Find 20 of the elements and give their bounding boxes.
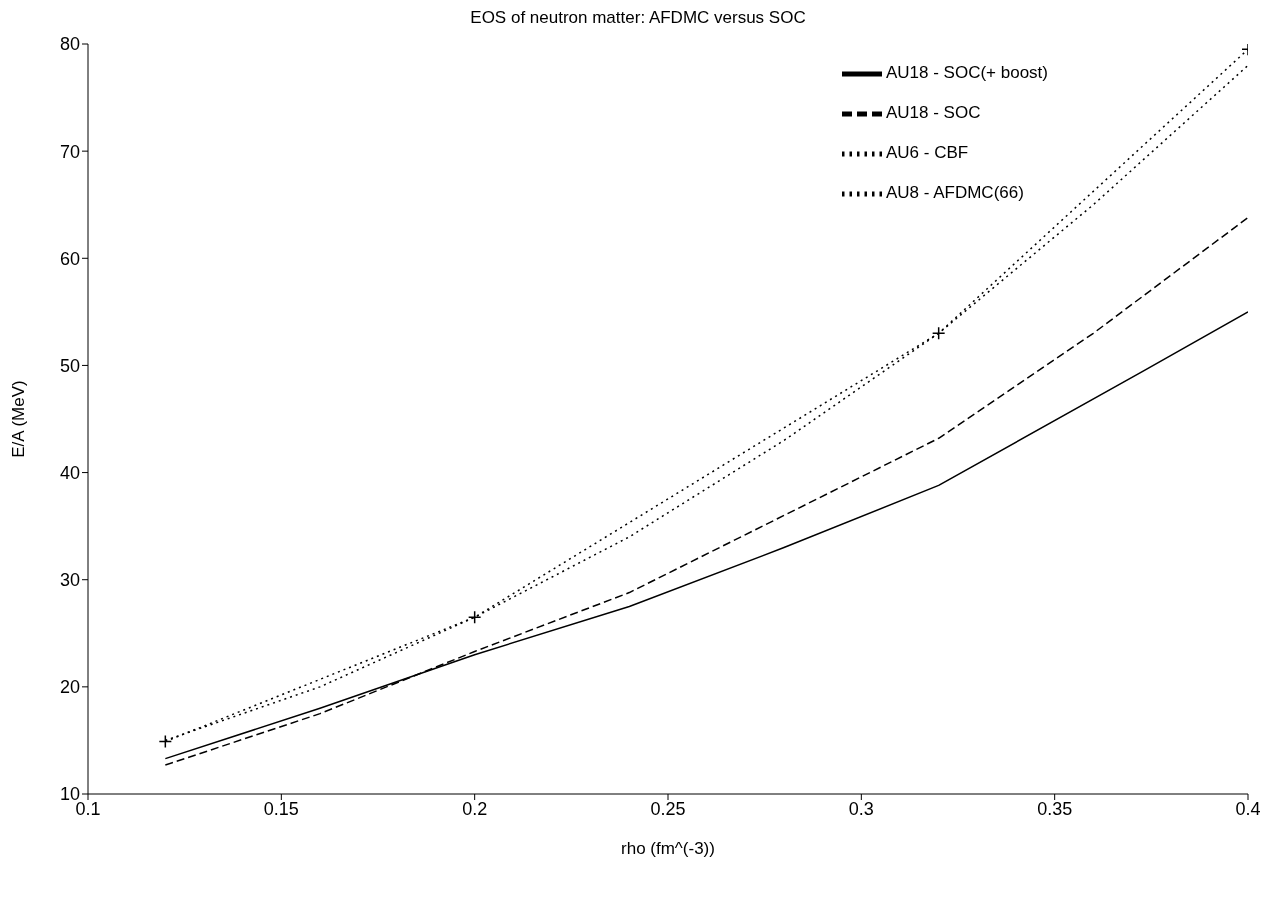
legend-label: AU18 - SOC(+ boost) (885, 63, 1048, 83)
x-axis-title: rho (fm^(-3)) (621, 839, 715, 858)
chart-title: EOS of neutron matter: AFDMC versus SOC (469, 8, 807, 29)
y-tick-label: 40 (59, 462, 80, 483)
y-tick-label: 50 (59, 355, 80, 376)
legend-label: AU6 - CBF (885, 143, 969, 163)
x-tick-label: 0.15 (263, 798, 299, 819)
legend-label: AU8 - AFDMC(66) (885, 183, 1024, 203)
y-tick-label: 30 (59, 570, 80, 591)
legend-label: AU18 - SOC (885, 103, 981, 123)
x-tick-label: 0.35 (1037, 798, 1073, 819)
y-tick-label: 80 (59, 34, 80, 55)
y-tick-label: 20 (59, 677, 80, 698)
x-tick-label: 0.4 (1235, 798, 1261, 819)
x-tick-label: 0.25 (650, 798, 686, 819)
y-tick-label: 70 (59, 141, 80, 162)
x-tick-label: 0.3 (848, 798, 874, 819)
y-axis-title: E/A (MeV) (9, 380, 29, 458)
x-tick-label: 0.2 (462, 798, 488, 819)
y-tick-label: 60 (59, 248, 80, 269)
